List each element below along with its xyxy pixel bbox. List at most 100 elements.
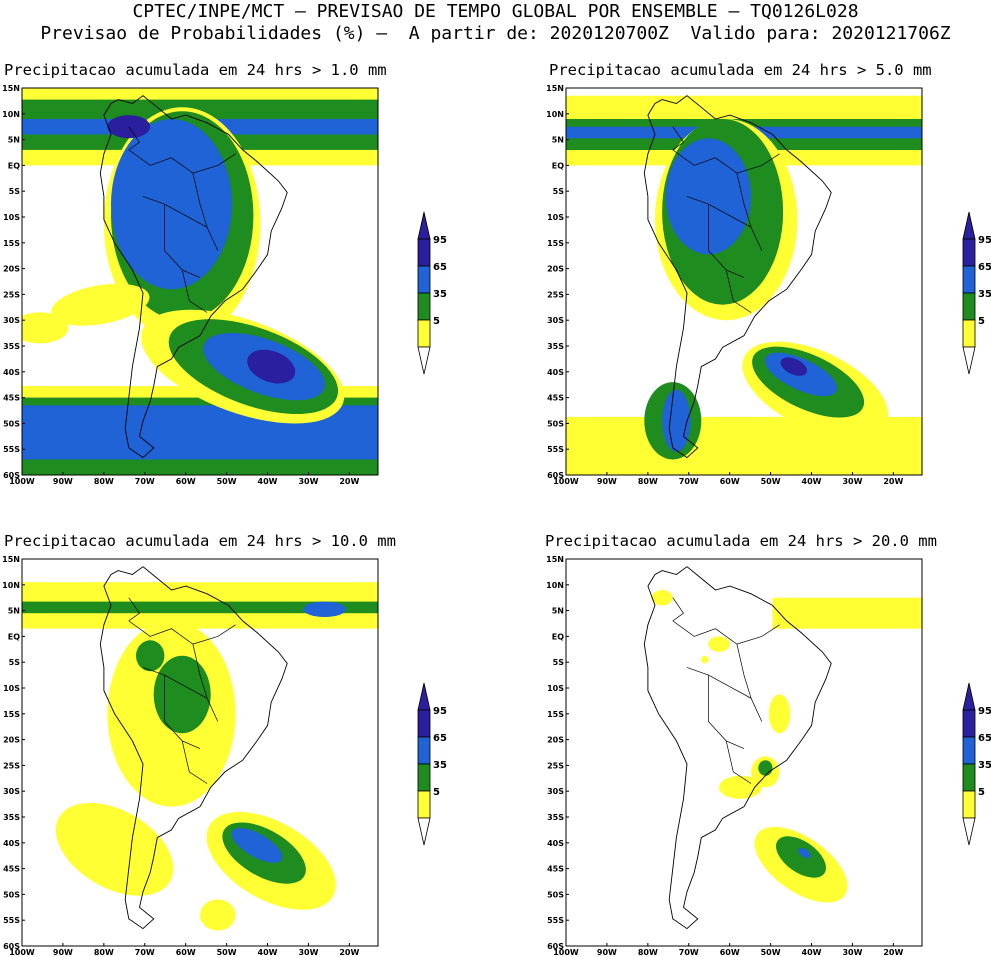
legend-level-label: 65 — [978, 733, 991, 744]
probability-area — [111, 119, 232, 290]
legend-swatch — [962, 763, 976, 792]
legend-level-label: 65 — [978, 262, 991, 273]
panel-3-title: Precipitacao acumulada em 24 hrs > 10.0 … — [4, 532, 396, 550]
panel-2-title: Precipitacao acumulada em 24 hrs > 5.0 m… — [549, 61, 932, 79]
probability-area — [651, 590, 673, 606]
country-border — [736, 644, 752, 699]
map-panel-1: 15N 10N 5N EQ 5S 10S 15S 20S 25S 30S 35S 40S 45S 50S 5… — [2, 84, 379, 486]
lat-label: 50S — [547, 419, 564, 428]
country-border — [686, 667, 763, 722]
lat-label: 35S — [3, 813, 20, 822]
lat-label: 5S — [553, 658, 565, 667]
legend-level-label: 35 — [978, 760, 991, 771]
map-panel-3: 15N 10N 5N EQ 5S 10S 15S 20S 25S 30S 35S 40S 45S 50S 5… — [2, 555, 379, 957]
country-border — [192, 644, 208, 699]
probability-band — [22, 601, 378, 614]
probability-area — [22, 312, 69, 344]
legend-cap-top — [962, 211, 976, 240]
lat-label: 5S — [9, 658, 21, 667]
legend-swatch — [417, 763, 431, 792]
lat-label: 60S — [3, 471, 20, 480]
lat-label: 5N — [8, 136, 20, 145]
legend-level-label: 35 — [433, 760, 447, 771]
lon-label: 60W — [720, 477, 740, 486]
lat-label: 40S — [547, 839, 564, 848]
lat-label: 30S — [3, 316, 20, 325]
probability-band — [772, 597, 922, 629]
lat-label: 15N — [546, 555, 564, 564]
country-border — [142, 196, 219, 251]
probability-area — [303, 601, 346, 617]
lon-label: 50W — [761, 948, 781, 957]
lat-label: 40S — [3, 368, 20, 377]
country-border — [181, 740, 208, 784]
lon-label: 20W — [883, 948, 903, 957]
lat-label: 35S — [547, 342, 564, 351]
legend-swatch — [962, 238, 976, 267]
legend-level-label: 5 — [978, 316, 985, 327]
probability-area — [780, 357, 808, 376]
figure-title: CPTEC/INPE/MCT – PREVISAO DE TEMPO GLOBA… — [132, 1, 859, 22]
legend-level-label: 5 — [433, 316, 440, 327]
legend-cap-bottom — [417, 817, 431, 846]
lat-label: EQ — [552, 632, 564, 641]
lon-label: 90W — [53, 477, 73, 486]
legend-swatch — [417, 292, 431, 321]
probability-area — [665, 138, 752, 255]
map-frame — [21, 87, 379, 476]
lon-label: 50W — [761, 477, 781, 486]
lat-label: 45S — [3, 865, 20, 874]
lon-label: 60W — [176, 948, 196, 957]
legend-swatch — [962, 319, 976, 348]
lat-label: 50S — [3, 419, 20, 428]
lat-label: 15N — [546, 84, 564, 93]
lat-label: 45S — [547, 394, 564, 403]
lon-label: 80W — [638, 477, 658, 486]
lat-label: EQ — [552, 161, 564, 170]
coastline — [643, 95, 832, 459]
legend-swatch — [962, 736, 976, 765]
country-border — [128, 149, 236, 174]
lat-label: 20S — [547, 265, 564, 274]
legend-swatch — [417, 709, 431, 738]
lat-label: 10N — [2, 110, 20, 119]
probability-area — [662, 389, 691, 452]
lat-label: 10N — [546, 581, 564, 590]
legend-swatch — [962, 292, 976, 321]
legend-level-label: 95 — [433, 706, 447, 717]
lat-label: 25S — [3, 761, 20, 770]
legend-4: 95 65 35 5 — [962, 682, 991, 846]
legend-swatch — [417, 265, 431, 294]
lat-label: 10S — [547, 684, 564, 693]
lat-label: 35S — [3, 342, 20, 351]
coastline — [643, 566, 832, 930]
lat-label: 55S — [3, 445, 20, 454]
lat-label: 60S — [547, 942, 564, 951]
lon-label: 90W — [597, 948, 617, 957]
lat-label: 40S — [3, 839, 20, 848]
legend-1: 95 65 35 5 — [417, 211, 447, 375]
lat-label: 5N — [552, 607, 564, 616]
lat-label: 60S — [547, 471, 564, 480]
lat-label: 25S — [547, 761, 564, 770]
lon-label: 70W — [679, 948, 699, 957]
legend-cap-top — [417, 682, 431, 711]
lon-label: 70W — [135, 948, 155, 957]
probability-area — [708, 636, 730, 652]
lon-label: 70W — [679, 477, 699, 486]
country-border — [708, 675, 745, 749]
lon-label: 80W — [638, 948, 658, 957]
lon-label: 20W — [339, 477, 359, 486]
legend-cap-top — [962, 682, 976, 711]
lat-label: 5N — [552, 136, 564, 145]
lon-label: 30W — [298, 477, 318, 486]
country-border — [128, 620, 236, 645]
legend-level-label: 95 — [433, 235, 447, 246]
legend-cap-top — [417, 211, 431, 240]
lat-label: 25S — [547, 290, 564, 299]
lon-label: 100W — [9, 948, 35, 957]
coastline — [99, 566, 288, 930]
probability-area — [701, 655, 709, 664]
lat-label: 30S — [3, 787, 20, 796]
